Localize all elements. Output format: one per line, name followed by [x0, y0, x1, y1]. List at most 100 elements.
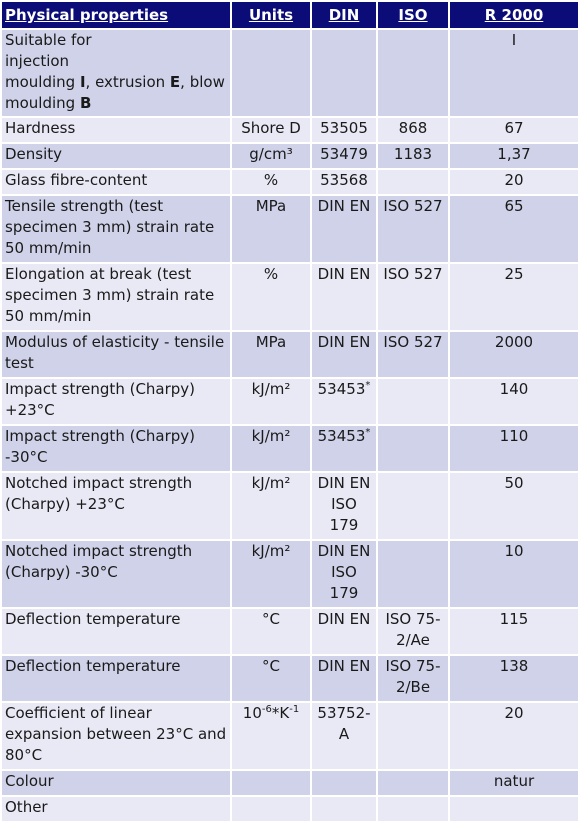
- value-cell: 110: [448, 424, 580, 473]
- table-row: Density g/cm³ 53479 1183 1,37: [0, 142, 580, 170]
- table-row: Other: [0, 795, 580, 823]
- table-row: Notched impact strength (Charpy) -30°C k…: [0, 539, 580, 609]
- table-row: Impact strength (Charpy) +23°C kJ/m² 534…: [0, 377, 580, 426]
- value-cell: 140: [448, 377, 580, 426]
- property-cell: Notched impact strength (Charpy) +23°C: [0, 471, 232, 541]
- value-cell: 20: [448, 701, 580, 771]
- property-cell: Impact strength (Charpy) -30°C: [0, 424, 232, 473]
- value-cell: I: [448, 28, 580, 118]
- table-row: Glass fibre-content % 53568 20: [0, 168, 580, 196]
- din-cell: DIN EN ISO 179: [310, 539, 378, 609]
- property-cell: Coefficient of linear expansion between …: [0, 701, 232, 771]
- iso-cell: [376, 168, 450, 196]
- property-cell: Colour: [0, 769, 232, 797]
- iso-cell: [376, 795, 450, 823]
- iso-cell: [376, 471, 450, 541]
- value-cell: 20: [448, 168, 580, 196]
- units-cell: MPa: [230, 330, 312, 379]
- din-cell: DIN EN: [310, 194, 378, 264]
- property-cell: Tensile strength (test specimen 3 mm) st…: [0, 194, 232, 264]
- iso-cell: ISO 527: [376, 262, 450, 332]
- din-cell: [310, 28, 378, 118]
- iso-cell: [376, 424, 450, 473]
- units-cell: kJ/m²: [230, 539, 312, 609]
- header-physical-properties: Physical properties: [0, 0, 232, 30]
- table-row: Impact strength (Charpy) -30°C kJ/m² 534…: [0, 424, 580, 473]
- value-cell: 138: [448, 654, 580, 703]
- units-cell: Shore D: [230, 116, 312, 144]
- table-row: Colour natur: [0, 769, 580, 797]
- value-cell: 25: [448, 262, 580, 332]
- din-cell: [310, 769, 378, 797]
- property-cell: Impact strength (Charpy) +23°C: [0, 377, 232, 426]
- units-cell: kJ/m²: [230, 424, 312, 473]
- property-cell: Modulus of elasticity - tensile test: [0, 330, 232, 379]
- table-row: Deflection temperature °C DIN EN ISO 75-…: [0, 607, 580, 656]
- property-cell: Hardness: [0, 116, 232, 144]
- din-cell: [310, 795, 378, 823]
- din-cell: DIN EN: [310, 262, 378, 332]
- value-cell: [448, 795, 580, 823]
- property-cell: Elongation at break (test specimen 3 mm)…: [0, 262, 232, 332]
- iso-cell: [376, 539, 450, 609]
- units-cell: kJ/m²: [230, 377, 312, 426]
- din-cell: 53568: [310, 168, 378, 196]
- table-row: Hardness Shore D 53505 868 67: [0, 116, 580, 144]
- iso-cell: 1183: [376, 142, 450, 170]
- din-cell: DIN EN ISO 179: [310, 471, 378, 541]
- units-cell: %: [230, 168, 312, 196]
- value-cell: 2000: [448, 330, 580, 379]
- iso-cell: 868: [376, 116, 450, 144]
- din-cell: 53453*: [310, 377, 378, 426]
- table-row: Tensile strength (test specimen 3 mm) st…: [0, 194, 580, 264]
- units-cell: °C: [230, 607, 312, 656]
- table-row: Notched impact strength (Charpy) +23°C k…: [0, 471, 580, 541]
- table-row: Modulus of elasticity - tensile test MPa…: [0, 330, 580, 379]
- header-r2000: R 2000: [448, 0, 580, 30]
- iso-cell: ISO 75-2/Be: [376, 654, 450, 703]
- table-row: Elongation at break (test specimen 3 mm)…: [0, 262, 580, 332]
- value-cell: 50: [448, 471, 580, 541]
- table-row: Coefficient of linear expansion between …: [0, 701, 580, 771]
- value-cell: 65: [448, 194, 580, 264]
- din-cell: 53453*: [310, 424, 378, 473]
- units-cell: [230, 795, 312, 823]
- property-cell: Notched impact strength (Charpy) -30°C: [0, 539, 232, 609]
- table-row: Deflection temperature °C DIN EN ISO 75-…: [0, 654, 580, 703]
- value-cell: natur: [448, 769, 580, 797]
- units-cell: [230, 28, 312, 118]
- property-cell: Other: [0, 795, 232, 823]
- header-row: Physical properties Units DIN ISO R 2000: [0, 0, 580, 30]
- units-cell: g/cm³: [230, 142, 312, 170]
- table-row: Suitable for injection moulding I, extrusi…: [0, 28, 580, 118]
- property-cell: Density: [0, 142, 232, 170]
- header-units: Units: [230, 0, 312, 30]
- units-cell: MPa: [230, 194, 312, 264]
- iso-cell: [376, 377, 450, 426]
- header-din: DIN: [310, 0, 378, 30]
- value-cell: 10: [448, 539, 580, 609]
- units-cell: °C: [230, 654, 312, 703]
- iso-cell: [376, 701, 450, 771]
- iso-cell: ISO 527: [376, 194, 450, 264]
- property-cell: Deflection temperature: [0, 654, 232, 703]
- units-cell: 10-6*K-1: [230, 701, 312, 771]
- iso-cell: ISO 527: [376, 330, 450, 379]
- din-cell: DIN EN: [310, 330, 378, 379]
- property-cell: Deflection temperature: [0, 607, 232, 656]
- iso-cell: [376, 28, 450, 118]
- units-cell: kJ/m²: [230, 471, 312, 541]
- iso-cell: ISO 75-2/Ae: [376, 607, 450, 656]
- din-cell: 53505: [310, 116, 378, 144]
- units-cell: [230, 769, 312, 797]
- din-cell: DIN EN: [310, 607, 378, 656]
- din-cell: 53752-A: [310, 701, 378, 771]
- value-cell: 115: [448, 607, 580, 656]
- din-cell: 53479: [310, 142, 378, 170]
- value-cell: 67: [448, 116, 580, 144]
- header-iso: ISO: [376, 0, 450, 30]
- units-cell: %: [230, 262, 312, 332]
- property-cell: Suitable for injection moulding I, extrusi…: [0, 28, 232, 118]
- iso-cell: [376, 769, 450, 797]
